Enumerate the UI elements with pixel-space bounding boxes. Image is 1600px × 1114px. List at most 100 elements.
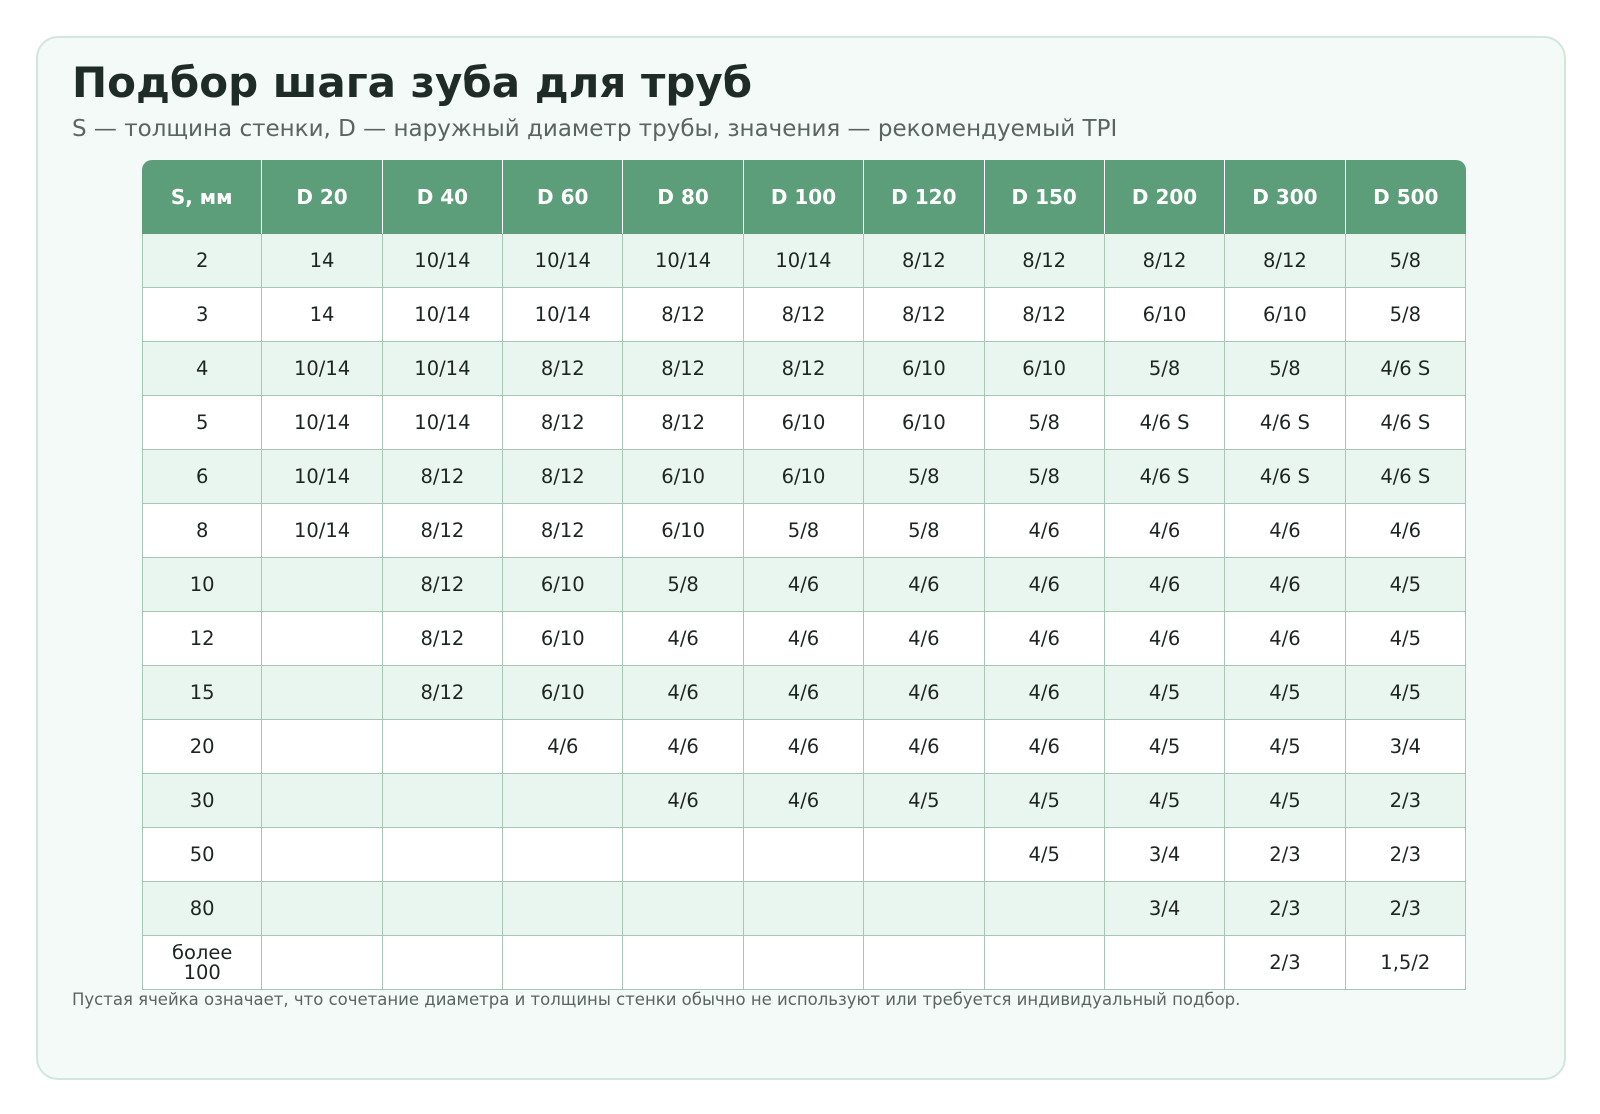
tpi-cell: 8/12 [1225,234,1346,288]
tpi-cell: 2/3 [1345,882,1466,936]
wall-thickness-cell: 20 [142,720,263,774]
tpi-cell: 4/6 [1345,504,1466,558]
tpi-cell: 4/6 S [1345,396,1466,450]
tpi-cell: 4/5 [1225,666,1346,720]
table-row: 4 10/14 10/14 8/12 8/12 8/12 6/10 6/10 5/8 5/8 4/6… [142,342,1466,396]
tpi-cell: 4/6 [743,720,865,774]
wall-thickness-cell: 5 [142,396,263,450]
tpi-cell [382,936,504,990]
tpi-cell: 4/6 [623,666,744,720]
tpi-cell: 3/4 [1104,828,1226,882]
tpi-cell: 5/8 [1225,342,1346,396]
tpi-cell: 4/6 [864,612,985,666]
tpi-cell: 8/12 [382,504,504,558]
tpi-cell: 4/6 [743,558,865,612]
tpi-cell: 8/12 [503,504,624,558]
tpi-cell: 8/12 [743,288,865,342]
tpi-cell: 5/8 [1345,234,1466,288]
tpi-cell: 6/10 [503,558,624,612]
table-row: 20 4/6 4/6 4/6 4/6 4/6 4/5 4/5 3/4 [142,720,1466,774]
tpi-cell: 5/8 [984,450,1105,504]
column-header-diameter: D 300 [1225,160,1346,234]
tpi-cell: 8/12 [382,612,504,666]
column-header-diameter: D 80 [623,160,744,234]
tpi-cell: 8/12 [1104,234,1226,288]
tpi-cell [503,774,624,828]
table-row: 12 8/12 6/10 4/6 4/6 4/6 4/6 4/6 4/6 4/5 [142,612,1466,666]
tpi-cell: 4/5 [1345,558,1466,612]
tpi-cell [262,558,383,612]
tpi-cell: 10/14 [382,234,504,288]
tpi-cell: 4/6 S [1225,396,1346,450]
tpi-cell [503,882,624,936]
tpi-cell: 5/8 [864,504,985,558]
tpi-cell [743,828,865,882]
column-header-diameter: D 120 [864,160,985,234]
tpi-cell: 10/14 [262,396,383,450]
tpi-cell [262,774,383,828]
table-row: 50 4/5 3/4 2/3 2/3 [142,828,1466,882]
wall-thickness-cell: более 100 [142,936,263,990]
table-header: S, мм D 20 D 40 D 60 D 80 D 100 D 120 D 150 D 20… [142,160,1466,234]
tpi-cell: 2/3 [1345,774,1466,828]
tpi-cell: 6/10 [623,504,744,558]
tpi-cell [743,882,865,936]
tpi-cell: 4/5 [1225,720,1346,774]
tpi-cell [623,882,744,936]
wall-thickness-cell: 6 [142,450,263,504]
tpi-cell: 5/8 [623,558,744,612]
table-row: 5 10/14 10/14 8/12 8/12 6/10 6/10 5/8 4/6 S 4/6 S… [142,396,1466,450]
tpi-cell: 4/6 [984,720,1105,774]
tpi-cell: 10/14 [262,342,383,396]
column-header-diameter: D 60 [503,160,624,234]
tpi-cell: 4/6 S [1345,450,1466,504]
tpi-table: S, мм D 20 D 40 D 60 D 80 D 100 D 120 D 150 D 20… [142,160,1466,990]
page-title: Подбор шага зуба для труб [72,58,753,107]
tpi-cell: 4/6 [984,666,1105,720]
tpi-cell [262,882,383,936]
tpi-cell: 4/6 [623,612,744,666]
tpi-cell: 4/6 S [1104,450,1226,504]
wall-thickness-cell: 10 [142,558,263,612]
tpi-cell: 4/6 [743,774,865,828]
wall-thickness-cell: 4 [142,342,263,396]
wall-thickness-cell: 50 [142,828,263,882]
tpi-cell: 8/12 [382,666,504,720]
tpi-cell [984,936,1105,990]
wall-thickness-cell: 2 [142,234,263,288]
tpi-cell: 10/14 [503,288,624,342]
wall-thickness-cell: 3 [142,288,263,342]
table-row: 2 14 10/14 10/14 10/14 10/14 8/12 8/12 8/12 8/12 5… [142,234,1466,288]
tpi-cell: 6/10 [743,396,865,450]
tpi-cell: 6/10 [1225,288,1346,342]
footnote: Пустая ячейка означает, что сочетание ди… [72,990,1241,1009]
tpi-table-container: S, мм D 20 D 40 D 60 D 80 D 100 D 120 D 150 D 20… [142,160,1466,990]
tpi-cell: 4/6 [984,558,1105,612]
tpi-cell [623,936,744,990]
tpi-cell: 8/12 [743,342,865,396]
tpi-cell: 4/6 [864,666,985,720]
tpi-cell: 4/5 [1225,774,1346,828]
column-header-diameter: D 100 [743,160,865,234]
tpi-cell: 4/6 [1225,504,1346,558]
tpi-cell: 14 [262,288,383,342]
tpi-cell: 4/5 [984,774,1105,828]
tpi-cell: 4/5 [864,774,985,828]
tpi-cell: 2/3 [1225,882,1346,936]
tpi-cell: 4/6 [1225,558,1346,612]
tpi-cell: 4/6 [1225,612,1346,666]
tpi-cell: 4/6 [984,612,1105,666]
tpi-cell: 6/10 [984,342,1105,396]
tpi-cell: 5/8 [864,450,985,504]
tpi-cell: 8/12 [503,342,624,396]
tpi-cell: 8/12 [623,342,744,396]
tpi-cell: 10/14 [382,288,504,342]
tpi-cell: 8/12 [623,288,744,342]
tpi-cell: 10/14 [262,450,383,504]
tpi-cell [503,828,624,882]
wall-thickness-cell: 15 [142,666,263,720]
tpi-cell: 4/6 [864,558,985,612]
tpi-cell: 4/6 [623,774,744,828]
tpi-cell: 8/12 [503,450,624,504]
tpi-cell: 4/6 [984,504,1105,558]
